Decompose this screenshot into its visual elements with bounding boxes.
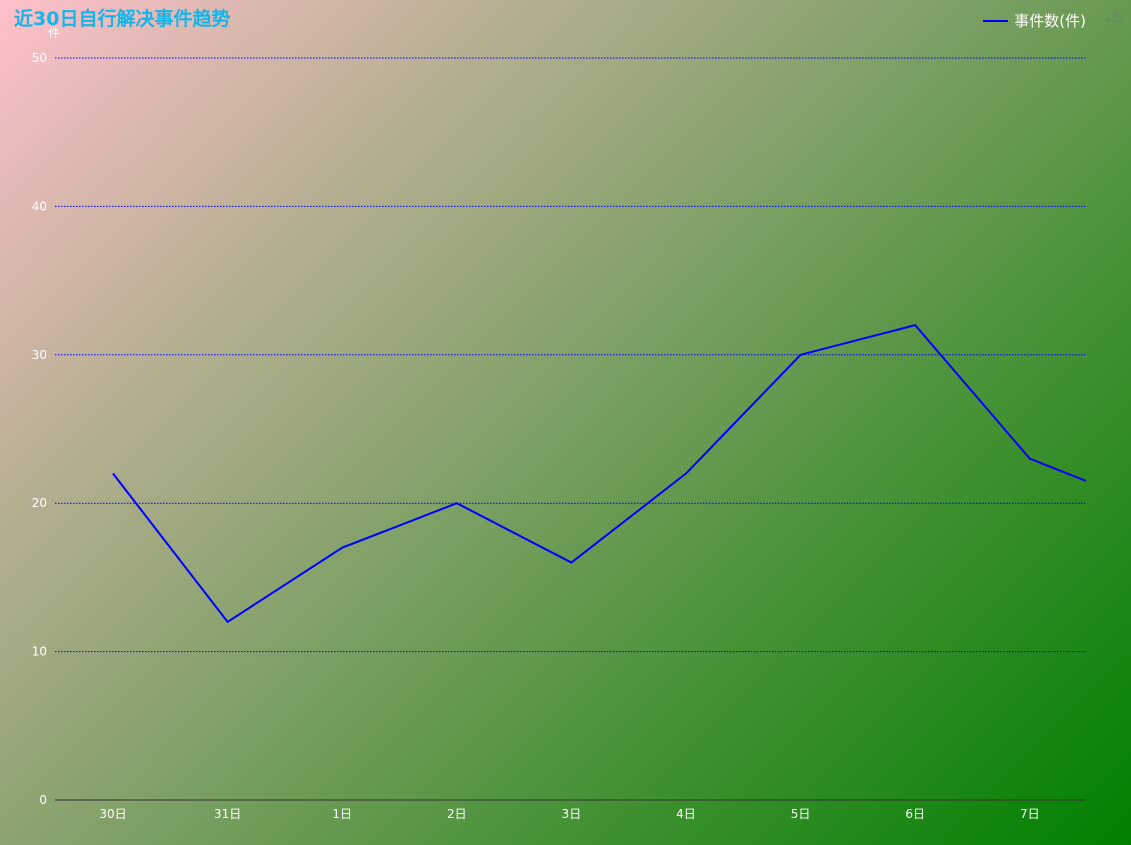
legend[interactable]: 事件数(件) [983, 10, 1086, 31]
download-icon[interactable] [1105, 4, 1125, 24]
y-tick-label: 20 [32, 496, 47, 510]
x-tick-label: 30日 [99, 807, 126, 821]
legend-swatch [983, 19, 1009, 22]
y-tick-label: 30 [32, 348, 47, 362]
y-tick-label: 0 [39, 793, 47, 807]
y-tick-label: 50 [32, 51, 47, 65]
chart-title: 近30日自行解决事件趋势 [14, 8, 231, 30]
x-tick-label: 7日 [1020, 807, 1040, 821]
x-tick-label: 3日 [562, 807, 582, 821]
x-tick-label: 5日 [791, 807, 811, 821]
y-axis-label: 件 [48, 26, 60, 40]
series-line [112, 324, 1087, 623]
x-tick-label: 1日 [332, 807, 352, 821]
x-tick-label: 31日 [214, 807, 241, 821]
x-tick-label: 6日 [905, 807, 925, 821]
legend-label: 事件数(件) [1014, 12, 1086, 30]
y-tick-label: 10 [32, 645, 47, 659]
x-tick-label: 4日 [676, 807, 696, 821]
x-tick-label: 2日 [447, 807, 467, 821]
y-tick-label: 40 [32, 199, 47, 213]
